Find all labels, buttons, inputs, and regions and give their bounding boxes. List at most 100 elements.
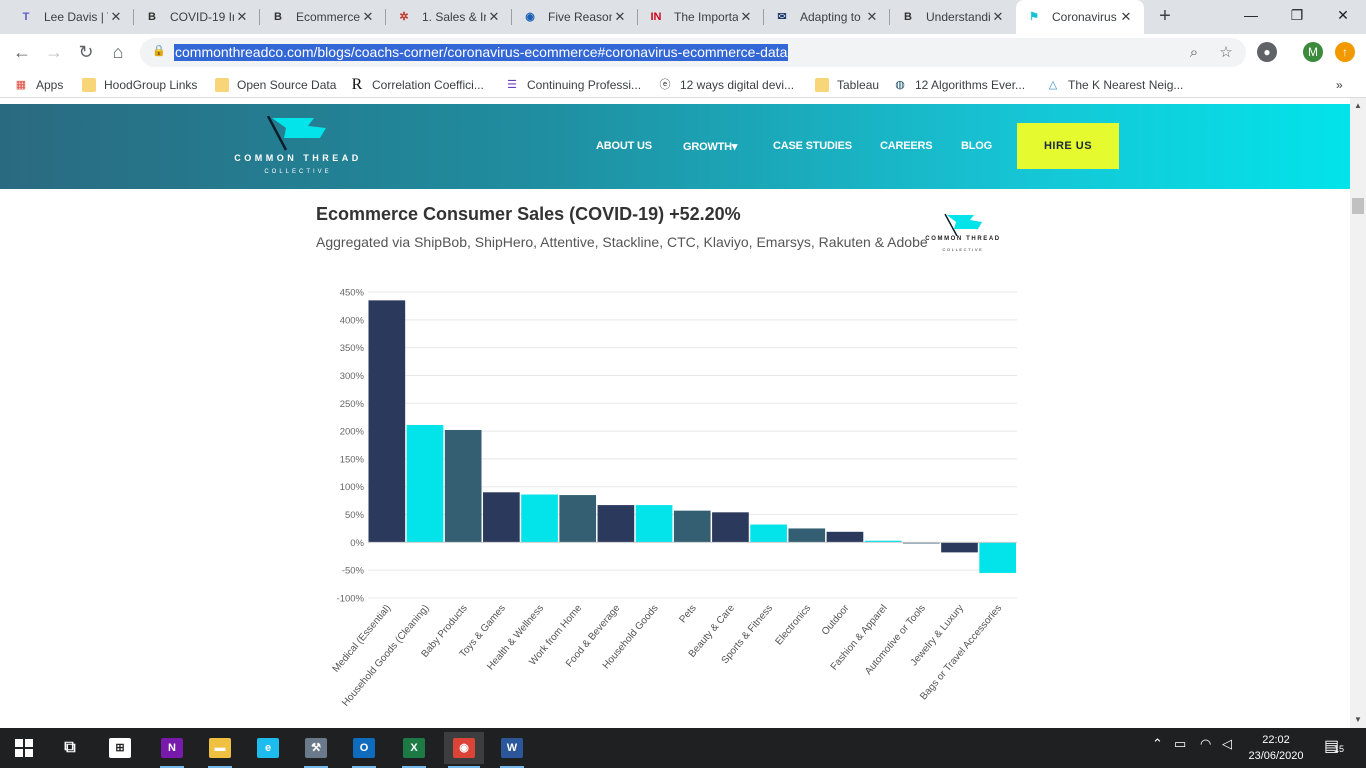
taskbar-app[interactable]: N [152, 732, 192, 768]
close-window-button[interactable]: ✕ [1337, 7, 1349, 23]
nav-careers[interactable]: CAREERS [880, 140, 933, 152]
browser-tab[interactable]: IN The Importa ✕ [638, 0, 764, 34]
store-button[interactable]: ⊞ [100, 732, 140, 764]
bookmark-star-icon[interactable]: ☆ [1219, 44, 1233, 61]
tab-separator [133, 9, 134, 25]
update-icon[interactable]: ↑ [1335, 42, 1355, 62]
bar-chart: -100% -50% 0% 50% 100% 150% 200% 250% 300% 350% 40… [331, 288, 1017, 709]
bookmark-item[interactable]: ◍ 12 Algorithms Ever... [893, 76, 1025, 94]
tab-title: 1. Sales & In [422, 10, 486, 24]
web-page: COMMON THREAD COLLECTIVE ABOUT US GROWTH… [0, 104, 1350, 728]
tab-title: COVID-19 Im [170, 10, 234, 24]
nav-growth[interactable]: GROWTH▾ [683, 141, 738, 153]
bookmark-item[interactable]: Tableau [815, 76, 879, 94]
page-scrollbar[interactable]: ▲ ▼ [1350, 98, 1366, 728]
url-text[interactable]: commonthreadco.com/blogs/coachs-corner/c… [174, 44, 789, 61]
browser-tab[interactable]: ⚑ Coronavirus ✕ [1016, 0, 1144, 34]
browser-tab[interactable]: B Understandi ✕ [890, 0, 1016, 34]
x-tick-label: Electronics [773, 603, 813, 648]
close-tab-icon[interactable]: ✕ [992, 9, 1004, 24]
zoom-icon[interactable]: ⌕ [1189, 44, 1199, 61]
tab-separator [763, 9, 764, 25]
bookmark-item[interactable]: ⓔ 12 ways digital devi... [658, 76, 795, 94]
bar [979, 542, 1016, 573]
home-icon[interactable]: ⌂ [112, 42, 124, 62]
notification-center-icon[interactable]: ▤ 15 [1324, 738, 1345, 755]
forward-icon[interactable]: → [45, 42, 63, 62]
close-tab-icon[interactable]: ✕ [362, 9, 374, 24]
flag-logo-icon [944, 213, 982, 237]
flag-logo-icon [266, 115, 326, 151]
maximize-button[interactable]: ❐ [1290, 7, 1304, 23]
taskbar-app[interactable]: ▬ [200, 732, 240, 768]
reload-icon[interactable]: ↻ [78, 42, 94, 62]
bar [406, 424, 444, 543]
globe-icon: ◍ [895, 79, 905, 91]
taskbar-app[interactable]: W [492, 732, 532, 768]
show-hidden-icons[interactable]: ⌃ [1152, 736, 1163, 751]
gear-icon: ✲ [399, 11, 409, 23]
y-tick-label: -50% [342, 566, 365, 577]
tab-separator [259, 9, 260, 25]
browser-tab[interactable]: ✉ Adapting to ✕ [764, 0, 890, 34]
taskbar-app[interactable]: X [394, 732, 434, 768]
minimize-button[interactable]: — [1244, 7, 1258, 23]
bar [673, 510, 711, 543]
close-tab-icon[interactable]: ✕ [866, 9, 878, 24]
close-tab-icon[interactable]: ✕ [488, 9, 500, 24]
hire-us-button[interactable]: HIRE US [1017, 123, 1119, 169]
extension-icon[interactable]: ● [1257, 42, 1277, 62]
address-bar[interactable]: 🔒 commonthreadco.com/blogs/coachs-corner… [140, 38, 1246, 67]
back-icon[interactable]: ← [13, 42, 31, 62]
scroll-down-icon[interactable]: ▼ [1354, 715, 1362, 724]
battery-icon[interactable]: ▭ [1174, 736, 1187, 751]
taskbar-app[interactable]: ⚒ [296, 732, 336, 768]
browser-tab[interactable]: ◉ Five Reason ✕ [512, 0, 638, 34]
browser-tab[interactable]: B Ecommerce ✕ [260, 0, 386, 34]
chart-watermark-logo: COMMON THREAD COLLECTIVE [916, 213, 1010, 256]
system-clock[interactable]: 22:02 23/06/2020 [1246, 732, 1306, 764]
tab-title: Ecommerce [296, 10, 360, 24]
bookmark-item[interactable]: ▦ Apps [14, 76, 64, 94]
taskbar-app[interactable]: e [248, 732, 288, 764]
close-tab-icon[interactable]: ✕ [236, 9, 248, 24]
browser-tab[interactable]: B COVID-19 Im✕ [134, 0, 260, 34]
nav-case-studies[interactable]: CASE STUDIES [773, 140, 852, 152]
close-tab-icon[interactable]: ✕ [1120, 9, 1132, 24]
running-indicator [208, 766, 232, 768]
running-indicator [352, 766, 376, 768]
outlook-icon: O [353, 738, 375, 758]
bookmark-item[interactable]: HoodGroup Links [82, 76, 197, 94]
close-tab-icon[interactable]: ✕ [614, 9, 626, 24]
nav-about-us[interactable]: ABOUT US [596, 140, 652, 152]
bar [635, 505, 673, 543]
start-button[interactable] [4, 732, 44, 764]
chrome-icon: ◉ [453, 738, 475, 758]
profile-avatar[interactable]: M [1303, 42, 1323, 62]
more-bookmarks-button[interactable]: » [1336, 78, 1343, 92]
scroll-thumb[interactable] [1352, 198, 1364, 214]
close-tab-icon[interactable]: ✕ [110, 9, 122, 24]
scroll-up-icon[interactable]: ▲ [1354, 101, 1362, 110]
taskbar-app[interactable]: ◉ [444, 732, 484, 768]
browser-tab[interactable]: T Lee Davis | T ✕ [8, 0, 134, 34]
bar [444, 429, 482, 543]
running-indicator [304, 766, 328, 768]
bookmark-item[interactable]: ☰ Continuing Professi... [505, 76, 641, 94]
volume-icon[interactable]: ◁ [1222, 736, 1232, 751]
taskbar-app[interactable]: O [344, 732, 384, 768]
new-tab-button[interactable]: + [1159, 5, 1171, 27]
close-tab-icon[interactable]: ✕ [740, 9, 752, 24]
lock-icon[interactable]: 🔒 [152, 45, 166, 57]
bookmark-item[interactable]: R Correlation Coeffici... [350, 76, 484, 94]
wifi-icon[interactable]: ◠ [1200, 736, 1212, 751]
clock-time: 22:02 [1262, 734, 1290, 746]
bookmark-item[interactable]: △ The K Nearest Neig... [1046, 76, 1184, 94]
browser-tab[interactable]: ✲ 1. Sales & In ✕ [386, 0, 512, 34]
y-tick-label: 50% [345, 510, 365, 521]
bookmark-label: 12 Algorithms Ever... [915, 78, 1026, 92]
site-logo[interactable]: COMMON THREAD COLLECTIVE [228, 115, 368, 180]
nav-blog[interactable]: BLOG [961, 140, 992, 152]
bookmark-item[interactable]: Open Source Data [215, 76, 336, 94]
task-view-button[interactable]: ⧉ [50, 732, 90, 764]
